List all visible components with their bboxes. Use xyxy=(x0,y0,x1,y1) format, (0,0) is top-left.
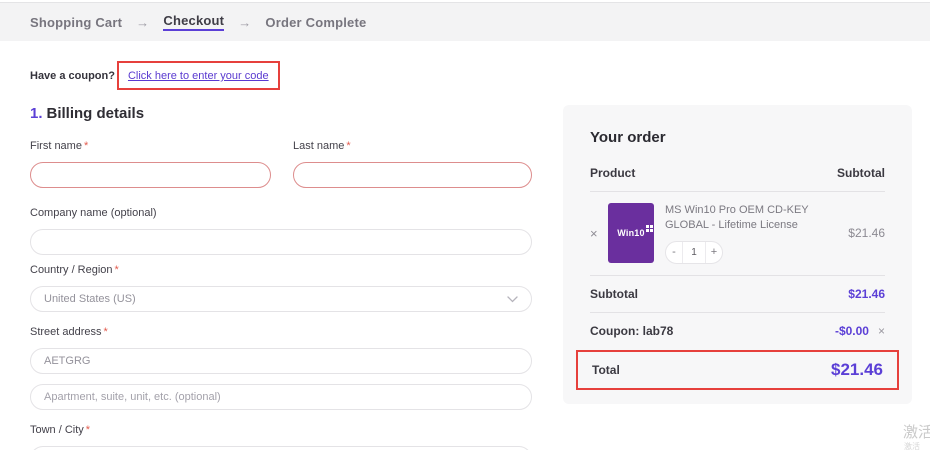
breadcrumb: Shopping Cart → Checkout → Order Complet… xyxy=(0,3,930,41)
subtotal-row: Subtotal $21.46 xyxy=(590,276,885,313)
required-asterisk: * xyxy=(103,326,108,338)
street-address-label-text: Street address xyxy=(30,326,102,338)
remove-item-icon[interactable]: × xyxy=(590,225,598,241)
coupon-amount-group: -$0.00 × xyxy=(835,324,885,338)
coupon-enter-code-link[interactable]: Click here to enter your code xyxy=(127,70,269,82)
breadcrumb-bar: Shopping Cart → Checkout → Order Complet… xyxy=(0,2,930,41)
watermark-text: 激活 xyxy=(903,424,930,441)
first-name-field-group: First name * xyxy=(30,140,271,188)
town-city-label: Town / City * xyxy=(30,424,532,436)
breadcrumb-order-complete: Order Complete xyxy=(265,14,367,30)
required-asterisk: * xyxy=(114,264,119,276)
total-value: $21.46 xyxy=(831,359,883,379)
country-select[interactable]: United States (US) xyxy=(30,286,532,312)
country-field-group: Country / Region * United States (US) xyxy=(30,264,532,312)
town-city-label-text: Town / City xyxy=(30,424,84,436)
order-item-row: × Win10 MS Win10 Pro OEM CD-KEY GLOBAL -… xyxy=(590,192,885,276)
quantity-value[interactable]: 1 xyxy=(682,241,706,263)
breadcrumb-arrow-icon: → xyxy=(238,14,252,30)
order-summary-panel: Your order Product Subtotal × Win10 MS W… xyxy=(563,105,912,404)
first-name-label: First name * xyxy=(30,140,271,152)
quantity-decrease-button[interactable]: - xyxy=(672,245,676,258)
chevron-down-icon xyxy=(507,295,518,302)
country-selected-value: United States (US) xyxy=(44,293,136,305)
total-row-highlight-box: Total $21.46 xyxy=(576,349,899,390)
street-address-field-group: Street address * xyxy=(30,326,532,374)
coupon-link-highlight-box: Click here to enter your code xyxy=(116,61,280,90)
street-address-label: Street address * xyxy=(30,326,532,338)
apartment-input[interactable] xyxy=(30,384,532,410)
coupon-discount-value: -$0.00 xyxy=(834,323,869,338)
country-label: Country / Region * xyxy=(30,264,532,276)
order-summary-title: Your order xyxy=(590,129,666,146)
country-label-text: Country / Region xyxy=(30,264,113,276)
last-name-label: Last name * xyxy=(293,140,532,152)
billing-step-number: 1. xyxy=(30,105,43,122)
quantity-stepper: - 1 + xyxy=(665,240,723,264)
breadcrumb-arrow-icon: → xyxy=(136,14,150,30)
product-line-price: $21.46 xyxy=(848,226,885,241)
street-address-input[interactable] xyxy=(30,348,532,374)
required-asterisk: * xyxy=(346,140,351,152)
order-table-header: Product Subtotal xyxy=(590,166,885,192)
product-thumbnail-label: Win10 xyxy=(617,225,653,239)
watermark-text-small: 激活 xyxy=(904,442,920,450)
product-name[interactable]: MS Win10 Pro OEM CD-KEY GLOBAL - Lifetim… xyxy=(665,204,809,232)
required-asterisk: * xyxy=(85,424,91,436)
town-city-field-group: Town / City * xyxy=(30,424,532,450)
product-info: MS Win10 Pro OEM CD-KEY GLOBAL - Lifetim… xyxy=(665,203,840,264)
coupon-question-label: Have a coupon? xyxy=(30,69,115,82)
last-name-label-text: Last name xyxy=(293,140,345,152)
product-thumbnail-text: Win10 xyxy=(617,228,645,239)
coupon-label: Coupon: lab78 xyxy=(590,323,674,338)
breadcrumb-checkout[interactable]: Checkout xyxy=(163,13,225,31)
subtotal-label: Subtotal xyxy=(590,286,638,301)
billing-heading-text: Billing details xyxy=(46,105,145,122)
coupon-row: Coupon: lab78 -$0.00 × xyxy=(590,313,885,348)
first-name-input[interactable] xyxy=(30,162,271,188)
windows-logo-icon xyxy=(645,224,653,234)
required-asterisk: * xyxy=(83,140,89,152)
product-column-header: Product xyxy=(590,166,636,180)
subtotal-column-header: Subtotal xyxy=(837,166,885,180)
product-thumbnail[interactable]: Win10 xyxy=(608,203,654,264)
company-field-group: Company name (optional) xyxy=(30,207,532,255)
last-name-field-group: Last name * xyxy=(293,140,532,188)
company-label: Company name (optional) xyxy=(30,207,532,219)
breadcrumb-shopping-cart[interactable]: Shopping Cart xyxy=(30,14,123,30)
billing-details-heading: 1. Billing details xyxy=(30,105,144,122)
company-input[interactable] xyxy=(30,229,532,255)
first-name-label-text: First name xyxy=(30,140,82,152)
total-label: Total xyxy=(592,362,620,377)
town-city-input[interactable] xyxy=(30,446,532,450)
remove-coupon-icon[interactable]: × xyxy=(877,323,885,338)
last-name-input[interactable] xyxy=(293,162,532,188)
apartment-field-group xyxy=(30,384,532,410)
company-label-text: Company name (optional) xyxy=(30,207,157,219)
subtotal-value: $21.46 xyxy=(848,286,885,301)
quantity-increase-button[interactable]: + xyxy=(710,245,718,258)
coupon-banner: Have a coupon? Click here to enter your … xyxy=(30,61,280,90)
